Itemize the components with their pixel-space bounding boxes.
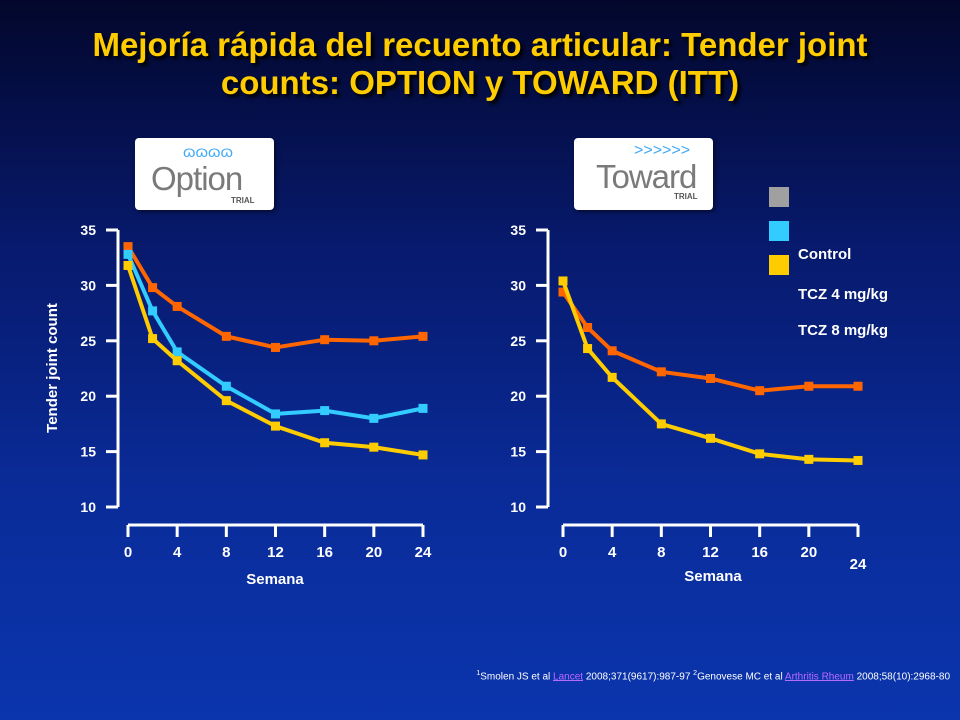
- x-tick-label: 20: [800, 544, 817, 561]
- x-tick-label: 4: [608, 544, 617, 561]
- data-point: [172, 356, 182, 366]
- data-point: [853, 455, 863, 465]
- y-tick-label: 35: [510, 222, 526, 238]
- y-tick-label: 20: [80, 388, 96, 404]
- data-point: [558, 287, 568, 297]
- series-line-1: [126, 253, 424, 421]
- data-point: [706, 433, 715, 443]
- data-point: [583, 344, 593, 354]
- data-point: [221, 381, 231, 391]
- data-point: [583, 323, 593, 333]
- data-point: [558, 276, 568, 286]
- x-tick-label: 12: [702, 544, 719, 561]
- data-point: [148, 334, 158, 344]
- toward-logo-decoration: >>>>>>: [634, 142, 691, 159]
- data-point: [369, 413, 379, 423]
- data-point: [755, 386, 765, 396]
- ref1-author: Smolen JS et al: [480, 671, 554, 683]
- data-point: [418, 331, 428, 341]
- y-tick-label: 30: [510, 277, 526, 293]
- data-point: [607, 372, 617, 382]
- legend-label-tcz4: TCZ 4 mg/kg: [798, 286, 889, 303]
- legend-label-control: Control: [798, 246, 852, 263]
- legend-swatch-control: [769, 187, 789, 207]
- data-point: [123, 260, 133, 270]
- y-tick-label: 15: [80, 444, 96, 460]
- data-point: [271, 409, 280, 419]
- option-trial-logo: ɷɷɷɷ Option TRIAL: [135, 138, 274, 210]
- legend-swatch-tcz8: [769, 255, 789, 275]
- data-point: [607, 346, 617, 356]
- chart-panel-option: 10 15 20 25 30 35 0 4 8 12 16 20 24 Semana Tender join…: [44, 222, 432, 588]
- slide-title: Mejoría rápida del recuento articular: T…: [92, 26, 868, 101]
- x-tick-label: 4: [173, 544, 182, 561]
- data-point: [656, 367, 666, 377]
- option-logo-word: Option: [151, 160, 243, 197]
- data-point: [123, 249, 133, 259]
- ref1-journal-link[interactable]: Lancet: [553, 671, 584, 683]
- data-point: [123, 242, 133, 252]
- data-point: [418, 403, 428, 413]
- x-tick-label: 24: [415, 544, 432, 561]
- y-tick-label: 30: [80, 277, 96, 293]
- x-axis-label: Semana: [684, 568, 742, 585]
- x-tick-label: 16: [751, 544, 768, 561]
- data-point: [320, 438, 330, 448]
- data-point: [369, 336, 379, 346]
- data-point: [320, 335, 330, 345]
- data-point: [271, 342, 280, 352]
- series-line-0: [126, 245, 424, 350]
- y-axis-label: Tender joint count: [44, 303, 61, 433]
- data-point: [853, 381, 863, 391]
- x-tick-label: 0: [559, 544, 567, 561]
- ref1-rest: 2008;371(9617):987-97: [583, 671, 694, 683]
- x-tick-label: 0: [124, 544, 132, 561]
- ref2-rest: 2008;58(10):2968-80: [853, 671, 950, 683]
- series-line-1: [561, 280, 859, 463]
- data-point: [221, 396, 231, 406]
- data-point: [221, 331, 231, 341]
- x-tick-label: 12: [267, 544, 284, 561]
- ref2-author: Genovese MC et al: [697, 671, 785, 683]
- x-tick-label: 8: [657, 544, 665, 561]
- data-point: [172, 347, 182, 357]
- data-point: [755, 449, 765, 459]
- data-point: [804, 381, 814, 391]
- x-tick-label: 24: [850, 556, 867, 573]
- data-point: [706, 373, 715, 383]
- x-axis-label: Semana: [246, 571, 304, 588]
- ref1-sup: 1: [476, 670, 481, 677]
- x-tick-label: 20: [365, 544, 382, 561]
- legend-label-tcz8: TCZ 8 mg/kg: [798, 322, 889, 339]
- toward-logo-word: Toward: [596, 158, 697, 195]
- y-tick-label: 10: [80, 499, 96, 515]
- y-tick-label: 20: [510, 388, 526, 404]
- data-point: [148, 306, 158, 316]
- data-point: [418, 450, 428, 460]
- toward-logo-trial: TRIAL: [674, 192, 698, 201]
- ref2-journal-link[interactable]: Arthritis Rheum: [784, 671, 854, 683]
- ref2-sup: 2: [693, 670, 698, 677]
- data-point: [804, 454, 814, 464]
- toward-trial-logo: >>>>>> Toward TRIAL: [574, 138, 713, 210]
- data-point: [656, 419, 666, 429]
- x-tick-label: 8: [222, 544, 230, 561]
- y-tick-label: 25: [510, 333, 526, 349]
- data-point: [148, 283, 158, 293]
- data-point: [320, 406, 330, 416]
- chart-panel-toward: 10 15 20 25 30 35 0 4 8 12 16 20 24 Semana: [510, 222, 867, 585]
- references-footnote: 1Smolen JS et al Lancet 2008;371(9617):9…: [200, 670, 950, 682]
- option-logo-decoration: ɷɷɷɷ: [183, 144, 233, 161]
- y-tick-label: 35: [80, 222, 96, 238]
- option-logo-trial: TRIAL: [231, 196, 255, 205]
- y-tick-label: 15: [510, 444, 526, 460]
- data-point: [369, 442, 379, 452]
- data-point: [172, 301, 182, 311]
- y-tick-label: 10: [510, 499, 526, 515]
- x-tick-label: 16: [316, 544, 333, 561]
- y-tick-label: 25: [80, 333, 96, 349]
- legend-swatch-tcz4: [769, 221, 789, 241]
- data-point: [271, 421, 280, 431]
